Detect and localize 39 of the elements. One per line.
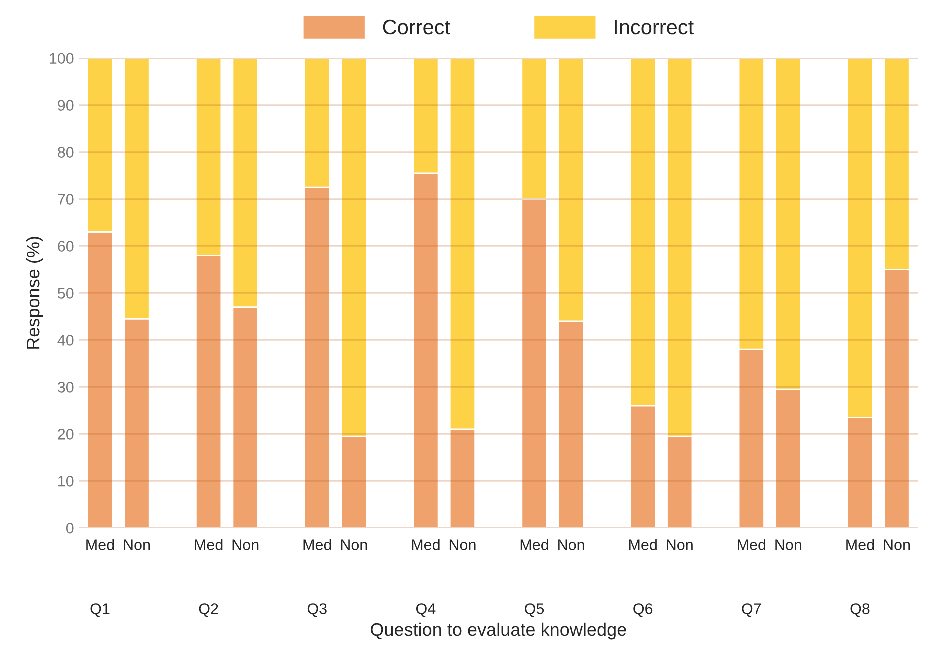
text: Q2	[199, 604, 218, 618]
y-tick-label: 20	[58, 429, 74, 440]
x-tick-label: Non	[884, 540, 910, 550]
y-tick-label: 10	[58, 476, 74, 487]
text: Q7	[742, 604, 762, 618]
x-tick-label: Med	[629, 539, 657, 550]
x-tick-label: Non	[124, 540, 150, 550]
text: Q3	[308, 604, 327, 618]
y-axis-title: Response (%)	[26, 237, 44, 349]
x-tick-label: Non	[232, 540, 259, 550]
y-tick-label: 80	[58, 147, 74, 158]
text: Q4	[416, 604, 436, 618]
y-tick-label: 50	[58, 288, 74, 299]
x-tick-label: Med	[738, 539, 766, 550]
x-tick-label: Med	[86, 539, 114, 550]
x-tick-label: Non	[450, 540, 476, 550]
y-tick-label: 0	[66, 522, 74, 534]
y-tick-label: 60	[58, 241, 74, 252]
y-tick-label: 30	[58, 382, 74, 393]
x-tick-label: Non	[776, 540, 802, 550]
text: Q8	[850, 604, 870, 618]
x-tick-label: Med	[520, 539, 548, 550]
y-tick-label: 40	[58, 335, 74, 346]
text: Q1	[90, 604, 110, 618]
x-tick-label: Non	[667, 540, 693, 550]
x-tick-label: Non	[341, 540, 368, 550]
x-axis-title: Question to evaluate knowledge	[371, 622, 626, 640]
x-tick-label: Non	[558, 540, 584, 550]
legend-label: Correct	[383, 20, 450, 35]
x-tick-label: Med	[304, 539, 332, 550]
y-tick-label: 90	[58, 100, 74, 111]
x-tick-label: Med	[846, 539, 874, 550]
legend-label: Incorrect	[615, 20, 694, 35]
y-tick-label: 100	[50, 53, 74, 64]
x-tick-label: Med	[195, 539, 223, 550]
text: Q5	[525, 604, 544, 618]
y-tick-label: 70	[58, 194, 74, 205]
text: Q6	[634, 604, 653, 618]
x-tick-label: Med	[412, 539, 440, 550]
